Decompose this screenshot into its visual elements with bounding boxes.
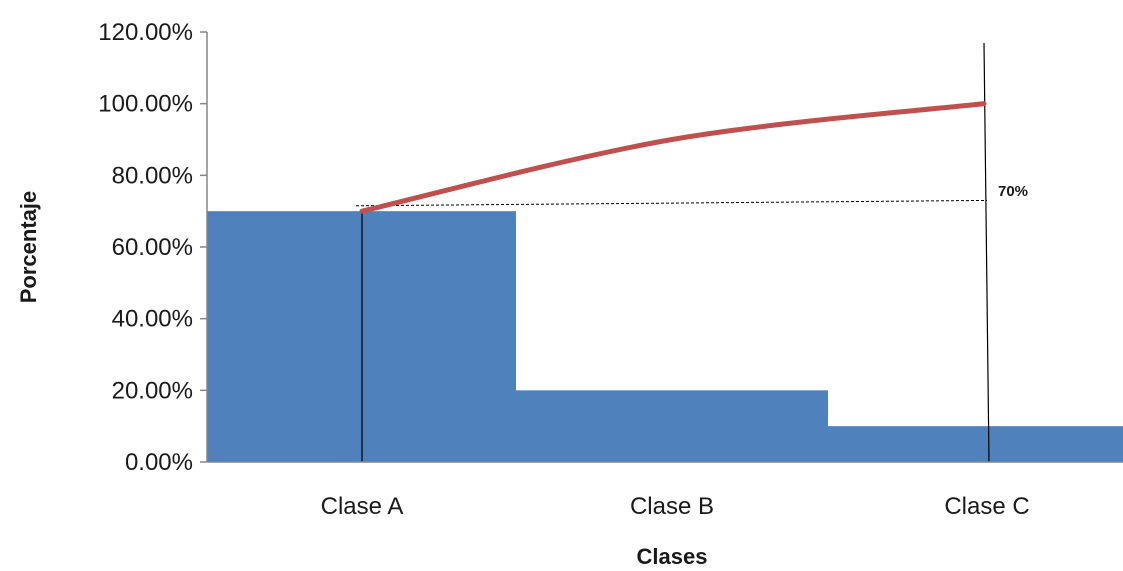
x-tick-label: Clase C [944,493,1029,520]
x-axis-title: Clases [637,544,708,569]
y-tick-label: 80.00% [112,162,193,189]
y-tick-label: 120.00% [98,19,193,46]
x-tick-label: Clase A [321,493,404,520]
bars-layer [207,211,1123,462]
x-axis-labels: Clase A Clase B Clase C [321,493,1030,520]
cumulative-line-layer [359,101,987,214]
y-tick-label: 0.00% [125,449,193,476]
y-tick-label: 100.00% [98,91,193,118]
bar-clase-b [516,390,828,462]
x-tick-label: Clase B [630,493,714,520]
y-tick-label: 40.00% [112,306,193,333]
cumulative-line [359,101,987,214]
y-tick-label: 60.00% [112,234,193,261]
threshold-line [355,199,988,207]
reference-lines-layer [355,42,990,463]
vertical-line-clase-c [983,42,990,463]
y-tick-label: 20.00% [112,377,193,404]
y-axis-title: Porcentaje [16,191,41,304]
y-axis: 0.00% 20.00% 40.00% 60.00% 80.00% 100.00% 120.… [98,19,1123,476]
threshold-label: 70% [998,183,1028,200]
bar-clase-c [828,426,1123,462]
